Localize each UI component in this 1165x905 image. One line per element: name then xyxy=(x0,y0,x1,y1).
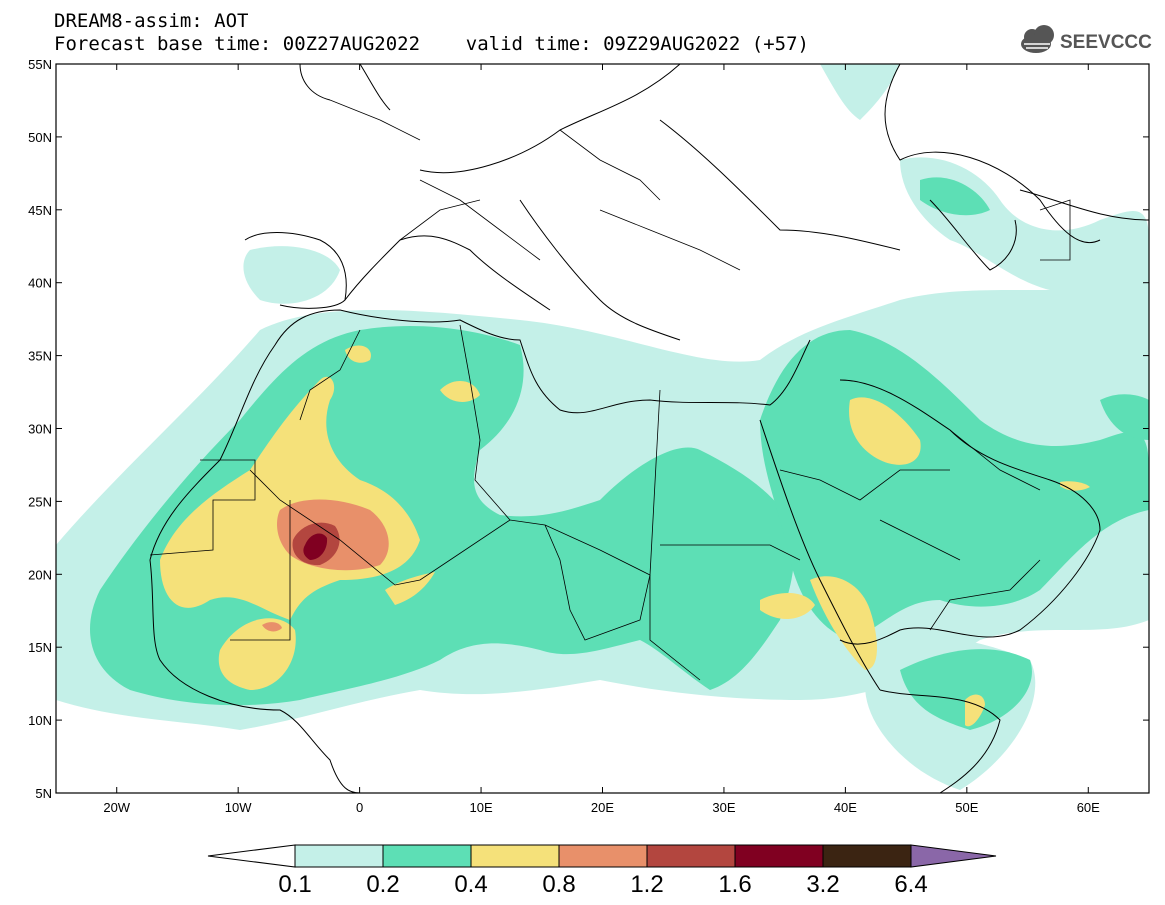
colorbar-label: 0.1 xyxy=(278,871,311,898)
lon-tick-label: 0 xyxy=(356,800,363,815)
lat-tick-label: 55N xyxy=(28,57,52,72)
colorbar-label: 1.2 xyxy=(630,871,663,898)
forecast-time-subtitle: Forecast base time: 00Z27AUG2022 valid t… xyxy=(54,33,809,55)
colorbar-boxes xyxy=(207,844,997,868)
colorbar-box xyxy=(294,844,384,868)
lat-tick-label: 5N xyxy=(35,786,52,801)
longitude-ticks: 20W 10W 0 10E 20E 30E 40E 50E 60E xyxy=(103,64,1100,815)
map-title: DREAM8-assim: AOT xyxy=(54,10,249,32)
colorbar-under-triangle xyxy=(207,844,296,868)
colorbar-box xyxy=(822,844,912,868)
colorbar-label: 0.2 xyxy=(366,871,399,898)
aot-contours xyxy=(56,64,1149,790)
colorbar-label: 0.4 xyxy=(454,871,487,898)
lon-tick-label: 40E xyxy=(834,800,857,815)
lat-tick-label: 20N xyxy=(28,567,52,582)
lat-tick-label: 25N xyxy=(28,494,52,509)
lat-tick-label: 50N xyxy=(28,130,52,145)
country-borders xyxy=(149,99,1071,681)
lon-tick-label: 10E xyxy=(469,800,492,815)
colorbar-label: 0.8 xyxy=(542,871,575,898)
coastlines xyxy=(149,64,1149,793)
colorbar-box xyxy=(646,844,736,868)
colorbar-box xyxy=(470,844,560,868)
lon-tick-label: 20W xyxy=(103,800,130,815)
lat-tick-label: 45N xyxy=(28,203,52,218)
lon-tick-label: 20E xyxy=(591,800,614,815)
lat-tick-label: 40N xyxy=(28,276,52,291)
lat-tick-label: 15N xyxy=(28,640,52,655)
lon-tick-label: 10W xyxy=(225,800,252,815)
seevccc-logo: SEEVCCC xyxy=(1021,25,1152,53)
colorbar-label: 6.4 xyxy=(894,871,927,898)
cloud-icon xyxy=(1021,25,1054,53)
colorbar-label: 3.2 xyxy=(806,871,839,898)
colorbar-label: 1.6 xyxy=(718,871,751,898)
colorbar-over-triangle xyxy=(910,844,997,868)
lat-tick-label: 35N xyxy=(28,349,52,364)
colorbar-labels: 0.1 0.2 0.4 0.8 1.2 1.6 3.2 6.4 xyxy=(278,871,927,898)
colorbar-box xyxy=(558,844,648,868)
latitude-ticks: 55N 50N 45N 40N 35N 30N 25N 20N 15N 10N 5N xyxy=(28,57,1149,801)
lon-tick-label: 60E xyxy=(1077,800,1100,815)
colorbar-box xyxy=(382,844,472,868)
aot-contour-1.6 xyxy=(303,533,328,560)
lon-tick-label: 30E xyxy=(712,800,735,815)
logo-text: SEEVCCC xyxy=(1060,32,1152,53)
lat-tick-label: 30N xyxy=(28,422,52,437)
lat-tick-label: 10N xyxy=(28,713,52,728)
colorbar-box xyxy=(734,844,824,868)
lon-tick-label: 50E xyxy=(955,800,978,815)
